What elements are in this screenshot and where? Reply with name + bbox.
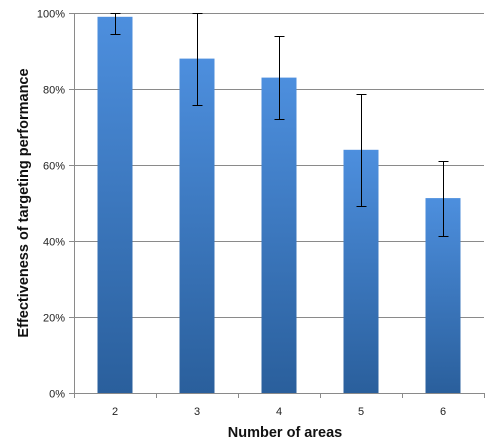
y-tick-label: 80% [43,85,65,97]
error-bar-3 [192,13,203,106]
y-tick-label: 40% [43,237,65,249]
bar-2 [97,16,133,394]
y-tick-label: 60% [43,161,65,173]
bar-3 [179,58,215,393]
x-tick-label: 2 [112,406,118,418]
x-tick-label: 5 [358,406,364,418]
y-axis-title: Effectiveness of targeting performance [16,68,32,337]
axes [69,13,485,398]
x-tick-label: 6 [440,406,446,418]
x-tick-label: 4 [276,406,282,418]
x-tick-label: 3 [194,406,200,418]
tick-labels: 0% 20% 40% 60% 80% 100% 2 3 4 5 6 [37,9,446,419]
y-tick-label: 100% [37,9,65,21]
error-bar-6 [438,161,449,237]
error-bar-5 [356,94,367,207]
bar-4 [261,77,297,393]
bars [97,13,461,394]
error-bar-4 [274,36,285,120]
error-bar-2 [110,13,121,35]
y-tick-label: 0% [49,389,65,401]
x-axis-title: Number of areas [228,425,342,441]
y-tick-label: 20% [43,313,65,325]
